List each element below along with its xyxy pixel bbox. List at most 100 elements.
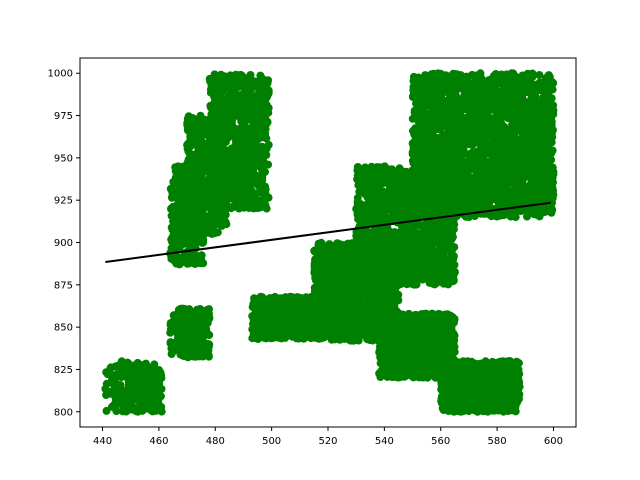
- scatter-point: [298, 319, 307, 328]
- scatter-point: [371, 242, 380, 251]
- scatter-point: [448, 225, 457, 234]
- scatter-point: [319, 305, 328, 314]
- scatter-point: [112, 407, 121, 416]
- scatter-point: [358, 302, 367, 311]
- scatter-point: [173, 192, 182, 201]
- scatter-point: [192, 164, 201, 173]
- scatter-point: [288, 310, 297, 319]
- scatter-point: [208, 101, 217, 110]
- scatter-point: [384, 285, 393, 294]
- scatter-point: [205, 74, 214, 83]
- scatter-point: [254, 135, 263, 144]
- scatter-point: [138, 406, 147, 415]
- scatter-point: [353, 193, 362, 202]
- scatter-point: [204, 352, 213, 361]
- scatter-point: [133, 375, 142, 384]
- scatter-point: [254, 90, 263, 98]
- scatter-point: [219, 103, 228, 112]
- scatter-point: [170, 222, 179, 231]
- scatter-point: [240, 150, 249, 159]
- scatter-point: [289, 320, 298, 329]
- scatter-point: [146, 395, 155, 403]
- scatter-point: [186, 310, 195, 318]
- scatter-point: [114, 371, 123, 380]
- scatter-point: [402, 207, 411, 216]
- scatter-point: [199, 339, 207, 348]
- scatter-point: [111, 362, 120, 371]
- scatter-point: [217, 76, 225, 85]
- scatter-point: [239, 111, 248, 120]
- scatter-point: [247, 189, 256, 198]
- scatter-point: [190, 348, 199, 356]
- scatter-point: [187, 224, 196, 232]
- scatter-point: [102, 391, 111, 399]
- scatter-point: [263, 79, 272, 88]
- scatter-point: [132, 362, 141, 370]
- scatter-point: [327, 260, 336, 269]
- scatter-point: [370, 287, 379, 296]
- scatter-point: [318, 315, 327, 324]
- scatter-points: [101, 69, 558, 416]
- scatter-point: [217, 148, 226, 157]
- scatter-point: [282, 304, 291, 313]
- scatter-point: [302, 300, 311, 309]
- scatter-point: [195, 146, 204, 155]
- scatter-point: [170, 340, 179, 349]
- scatter-point: [125, 365, 134, 374]
- scatter-point: [184, 147, 193, 156]
- scatter-point: [197, 195, 206, 204]
- scatter-point: [145, 384, 154, 392]
- scatter-point: [222, 178, 230, 187]
- scatter-point: [206, 85, 215, 94]
- scatter-point: [327, 287, 336, 296]
- scatter-point: [365, 236, 374, 245]
- scatter-point: [196, 183, 205, 192]
- scatter-point: [356, 330, 365, 339]
- scatter-point: [235, 82, 244, 91]
- scatter-point: [174, 318, 182, 327]
- scatter-point: [280, 317, 289, 326]
- scatter-point: [122, 407, 131, 416]
- scatter-point: [235, 160, 244, 169]
- scatter-point: [410, 279, 419, 288]
- scatter-point: [233, 90, 242, 99]
- scatter-point: [259, 106, 268, 115]
- scatter-point: [128, 401, 137, 410]
- scatter-point: [201, 316, 210, 325]
- scatter-point: [392, 295, 401, 304]
- scatter-point: [264, 193, 273, 202]
- scatter-point: [169, 178, 178, 186]
- scatter-point: [173, 168, 182, 177]
- scatter-point: [192, 320, 201, 329]
- scatter-point: [157, 385, 166, 393]
- scatter-point: [247, 155, 255, 164]
- scatter-point: [179, 234, 188, 243]
- scatter-point: [340, 332, 349, 341]
- scatter-point: [174, 333, 183, 342]
- scatter-point: [327, 322, 335, 331]
- scatter-point: [367, 333, 376, 342]
- scatter-point: [261, 115, 270, 124]
- scatter-point: [196, 226, 205, 235]
- scatter-point: [311, 247, 319, 256]
- scatter-point: [216, 134, 225, 143]
- scatter-point: [150, 371, 159, 379]
- scatter-point: [130, 392, 139, 401]
- scatter-point: [213, 196, 222, 205]
- scatter-point: [312, 299, 321, 308]
- scatter-point: [224, 171, 233, 180]
- scatter-point: [181, 338, 190, 347]
- scatter-point: [424, 269, 433, 278]
- scatter-point: [253, 304, 262, 313]
- scatter-point: [237, 124, 246, 133]
- scatter-point: [206, 181, 215, 190]
- scatter-point: [184, 161, 193, 170]
- scatter-point: [136, 393, 145, 402]
- scatter-point: [125, 379, 134, 388]
- scatter-point: [205, 119, 214, 128]
- scatter-point: [373, 261, 382, 270]
- scatter-point: [207, 192, 216, 201]
- scatter-point: [190, 190, 199, 198]
- scatter-point: [311, 315, 320, 324]
- scatter-point: [313, 268, 322, 277]
